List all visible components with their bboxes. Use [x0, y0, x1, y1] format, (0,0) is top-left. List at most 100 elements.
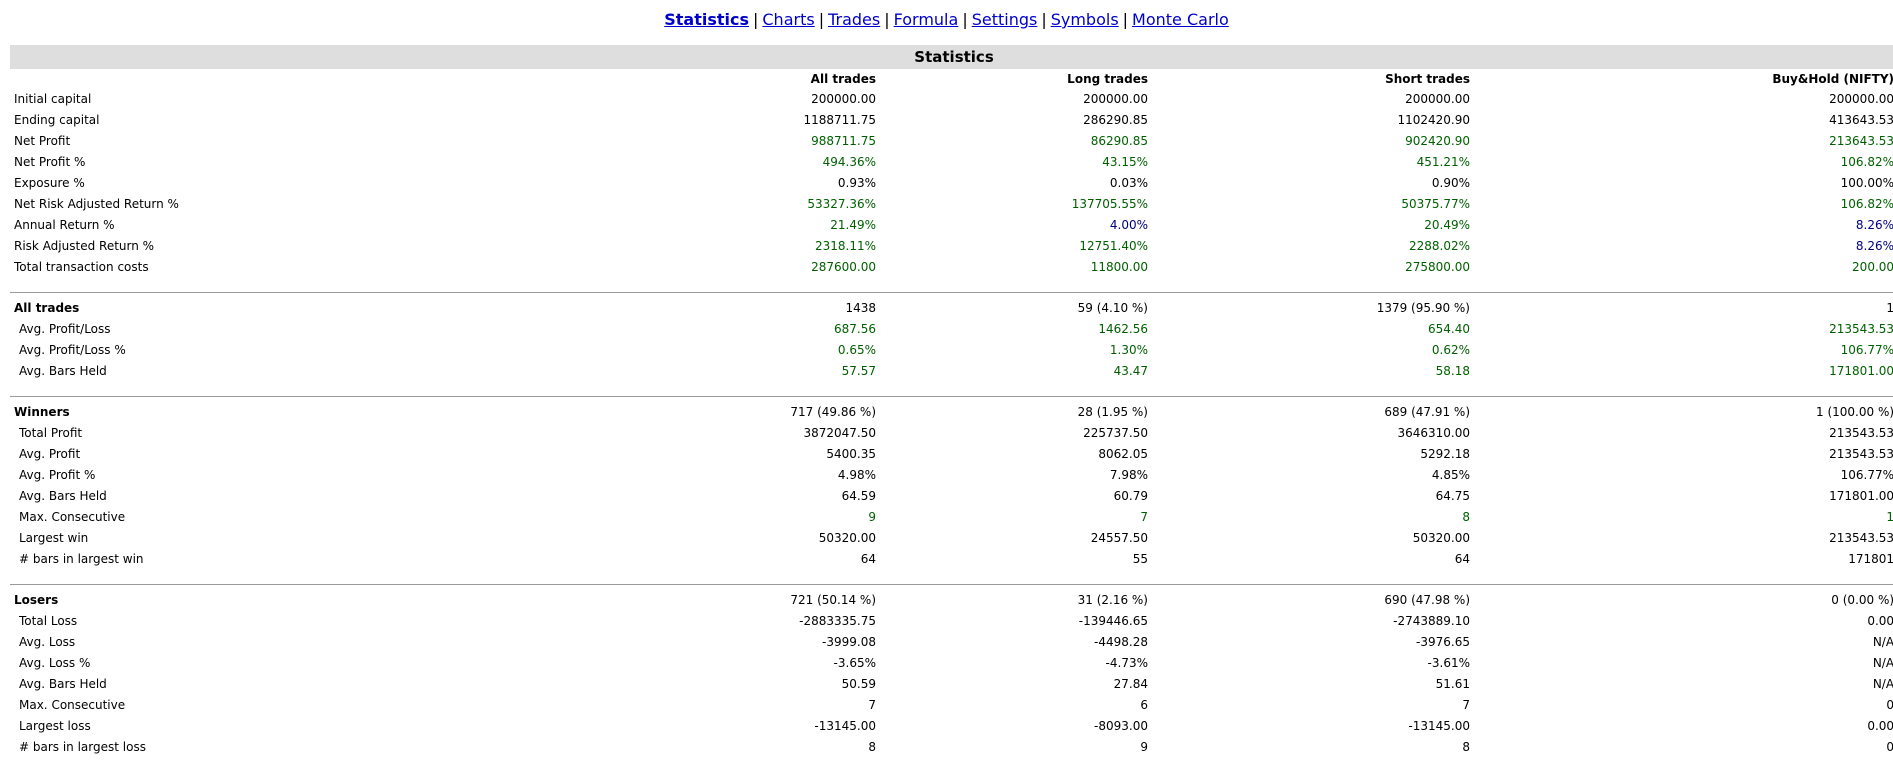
cell-value: N/A — [1872, 635, 1893, 649]
section-label: All trades — [14, 301, 80, 315]
cell-value: 0 (0.00 %) — [1831, 593, 1893, 607]
cell-value: 59 (4.10 %) — [1077, 301, 1148, 315]
cell-value: 64.59 — [841, 489, 876, 503]
table-row-avg-profit-loss: Avg. Profit/Loss 687.56 1462.56 654.40 21354… — [10, 319, 1893, 340]
statistics-body: Initial capital 200000.00 200000.00 200000.… — [10, 89, 1893, 758]
row-label: Avg. Bars Held — [19, 364, 107, 378]
row-label: Ending capital — [14, 113, 100, 127]
cell-value: -13145.00 — [814, 719, 876, 733]
cell-value: 106.82% — [1840, 155, 1893, 169]
cell-value: 225737.50 — [1083, 426, 1148, 440]
cell-value: 413643.53 — [1829, 113, 1893, 127]
cell-value: 31 (2.16 %) — [1077, 593, 1148, 607]
table-row-bars-in-largest-win: # bars in largest win 64 55 64 171801 — [10, 549, 1893, 570]
section-header-row-all-trades: All trades 1438 59 (4.10 %) 1379 (95.90 %) 1 — [10, 298, 1893, 319]
nav-link-settings[interactable]: Settings — [971, 10, 1038, 29]
row-label: Avg. Profit — [19, 447, 81, 461]
row-label: Avg. Profit/Loss — [19, 322, 111, 336]
column-header-row: All trades Long trades Short trades Buy&… — [10, 69, 1893, 89]
cell-value: 213543.53 — [1829, 322, 1893, 336]
cell-value: 8062.05 — [1098, 447, 1148, 461]
table-row-avg-profit: Avg. Profit 5400.35 8062.05 5292.18 213543.5… — [10, 444, 1893, 465]
nav-link-formula[interactable]: Formula — [893, 10, 959, 29]
table-row-avg-profit-loss: Avg. Profit/Loss % 0.65% 1.30% 0.62% 106.77% — [10, 340, 1893, 361]
cell-value: 1.30% — [1109, 343, 1148, 357]
cell-value: 2318.11% — [814, 239, 876, 253]
row-label: Total Loss — [19, 614, 78, 628]
cell-value: 5400.35 — [826, 447, 876, 461]
cell-value: -4498.28 — [1094, 635, 1148, 649]
row-label: Largest loss — [19, 719, 91, 733]
row-label: Max. Consecutive — [19, 510, 126, 524]
cell-value: 0.00 — [1867, 719, 1893, 733]
table-row-avg-bars-held: Avg. Bars Held 57.57 43.47 58.18 171801.00 — [10, 361, 1893, 382]
cell-value: 213643.53 — [1829, 134, 1893, 148]
nav-separator: | — [962, 10, 968, 29]
section-divider — [10, 382, 1893, 402]
cell-value: 8 — [1462, 740, 1470, 754]
cell-value: 213543.53 — [1829, 426, 1893, 440]
cell-value: -3.61% — [1427, 656, 1470, 670]
nav-link-charts[interactable]: Charts — [762, 10, 815, 29]
cell-value: 902420.90 — [1405, 134, 1470, 148]
table-row-total-transaction-costs: Total transaction costs 287600.00 11800.00… — [10, 257, 1893, 278]
cell-value: 50.59 — [841, 677, 876, 691]
cell-value: 11800.00 — [1090, 260, 1148, 274]
cell-value: 1102420.90 — [1397, 113, 1470, 127]
cell-value: 50320.00 — [1412, 531, 1470, 545]
cell-value: 21.49% — [830, 218, 876, 232]
cell-value: 57.57 — [841, 364, 876, 378]
table-row-avg-loss: Avg. Loss % -3.65% -4.73% -3.61% N/A — [10, 653, 1893, 674]
table-row-max-consecutive: Max. Consecutive 7 6 7 0 — [10, 695, 1893, 716]
table-row-total-loss: Total Loss -2883335.75 -139446.65 -2743889.… — [10, 611, 1893, 632]
cell-value: 275800.00 — [1405, 260, 1470, 274]
cell-value: -13145.00 — [1408, 719, 1470, 733]
cell-value: 8.26% — [1855, 239, 1893, 253]
cell-value: 4.98% — [837, 468, 876, 482]
table-row-initial-capital: Initial capital 200000.00 200000.00 200000.… — [10, 89, 1893, 110]
nav-link-symbols[interactable]: Symbols — [1050, 10, 1119, 29]
column-header-short-trades: Short trades — [1385, 72, 1470, 86]
row-label: Net Profit — [14, 134, 71, 148]
nav-separator: | — [752, 10, 759, 29]
cell-value: 0 — [1886, 740, 1893, 754]
table-row-largest-win: Largest win 50320.00 24557.50 50320.00 21354… — [10, 528, 1893, 549]
row-label: Avg. Profit/Loss % — [19, 343, 126, 357]
cell-value: -3976.65 — [1416, 635, 1470, 649]
row-label: Initial capital — [14, 92, 92, 106]
divider-line — [10, 584, 1893, 585]
cell-value: 12751.40% — [1079, 239, 1148, 253]
cell-value: 0.65% — [837, 343, 876, 357]
cell-value: 451.21% — [1416, 155, 1470, 169]
cell-value: 1379 (95.90 %) — [1376, 301, 1470, 315]
cell-value: 0.03% — [1109, 176, 1148, 190]
cell-value: 5292.18 — [1420, 447, 1470, 461]
cell-value: 171801.00 — [1829, 364, 1893, 378]
cell-value: 4.85% — [1431, 468, 1470, 482]
nav-link-statistics[interactable]: Statistics — [664, 10, 749, 29]
table-row-net-profit: Net Profit 988711.75 86290.85 902420.90 2136… — [10, 131, 1893, 152]
cell-value: 100.00% — [1840, 176, 1893, 190]
cell-value: 58.18 — [1435, 364, 1470, 378]
divider-cell — [10, 382, 1893, 402]
cell-value: 687.56 — [834, 322, 876, 336]
nav-link-trades[interactable]: Trades — [828, 10, 881, 29]
table-row-avg-profit: Avg. Profit % 4.98% 7.98% 4.85% 106.77% — [10, 465, 1893, 486]
cell-value: 0.00 — [1867, 614, 1893, 628]
cell-value: 20.49% — [1424, 218, 1470, 232]
row-label: Annual Return % — [14, 218, 115, 232]
column-header-long-trades: Long trades — [1067, 72, 1148, 86]
cell-value: 24557.50 — [1090, 531, 1148, 545]
row-label: # bars in largest win — [19, 552, 144, 566]
cell-value: 200.00 — [1852, 260, 1893, 274]
nav-link-monte-carlo[interactable]: Monte Carlo — [1132, 10, 1229, 29]
row-label: Largest win — [19, 531, 89, 545]
cell-value: 3872047.50 — [803, 426, 876, 440]
cell-value: 988711.75 — [811, 134, 876, 148]
column-header-all-trades: All trades — [810, 72, 876, 86]
cell-value: 213543.53 — [1829, 531, 1893, 545]
cell-value: 2288.02% — [1408, 239, 1470, 253]
row-label: Net Risk Adjusted Return % — [14, 197, 179, 211]
cell-value: 60.79 — [1113, 489, 1148, 503]
cell-value: 8.26% — [1855, 218, 1893, 232]
